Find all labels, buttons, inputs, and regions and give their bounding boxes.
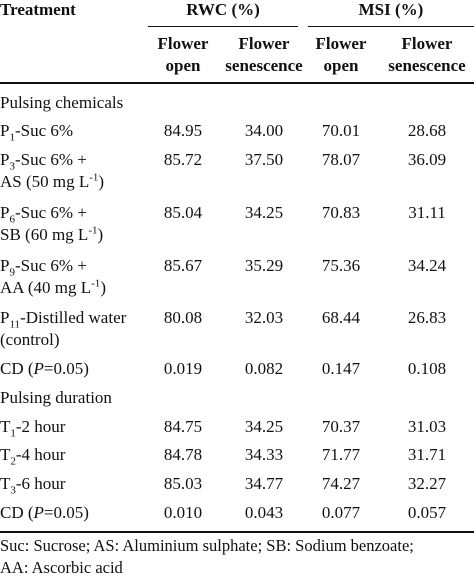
treatment-label: T2-4 hour [0, 445, 66, 468]
value-cell: 84.78 [163, 445, 203, 464]
treatment-label-line2: (control) [0, 330, 60, 349]
subheader-rwc-open-2: open [165, 56, 201, 75]
cd-value: 0.019 [163, 359, 203, 378]
treatment-label: P9-Suc 6% + [0, 256, 87, 279]
value-cell: 78.07 [321, 150, 361, 169]
value-cell: 34.77 [244, 474, 284, 493]
value-cell: 85.72 [163, 150, 203, 169]
value-cell: 34.00 [244, 121, 284, 140]
footnote-line1: Suc: Sucrose; AS: Aluminium sulphate; SB… [0, 536, 414, 555]
treatment-label: P6-Suc 6% + [0, 203, 87, 226]
header-rule [0, 82, 474, 84]
value-cell: 80.08 [163, 308, 203, 327]
treatment-label-line2: SB (60 mg L-1) [0, 224, 104, 244]
value-cell: 71.77 [321, 445, 361, 464]
value-cell: 84.75 [163, 417, 203, 436]
header-rwc: RWC (%) [186, 0, 260, 19]
cd-value: 0.108 [407, 359, 447, 378]
value-cell: 32.03 [244, 308, 284, 327]
value-cell: 35.29 [244, 256, 284, 275]
footnote-line2: AA: Ascorbic acid [0, 558, 123, 577]
value-cell: 70.37 [321, 417, 361, 436]
msi-underline [308, 26, 474, 27]
value-cell: 70.83 [321, 203, 361, 222]
value-cell: 34.24 [407, 256, 447, 275]
cd-value: 0.057 [407, 503, 447, 522]
value-cell: 85.03 [163, 474, 203, 493]
value-cell: 84.95 [163, 121, 203, 140]
section-title-duration: Pulsing duration [0, 388, 112, 407]
value-cell: 34.25 [244, 203, 284, 222]
cd-value: 0.043 [244, 503, 284, 522]
cd-value: 0.147 [321, 359, 361, 378]
cd-value: 0.077 [321, 503, 361, 522]
subheader-msi-sen-2: senescence [388, 56, 466, 75]
value-cell: 34.33 [244, 445, 284, 464]
value-cell: 31.11 [408, 203, 446, 222]
cd-value: 0.082 [244, 359, 284, 378]
treatment-label: T1-2 hour [0, 417, 66, 440]
rwc-underline [148, 26, 298, 27]
value-cell: 31.71 [407, 445, 447, 464]
section-title-chemicals: Pulsing chemicals [0, 93, 124, 112]
treatment-label: T3-6 hour [0, 474, 66, 497]
subheader-msi-open-1: Flower [315, 34, 367, 53]
treatment-label: P1-Suc 6% [0, 121, 74, 144]
value-cell: 75.36 [321, 256, 361, 275]
subheader-msi-open-2: open [323, 56, 359, 75]
cd-label: CD (P=0.05) [0, 359, 89, 378]
value-cell: 34.25 [244, 417, 284, 436]
cd-label: CD (P=0.05) [0, 503, 89, 522]
bottom-rule [0, 531, 474, 533]
cd-value: 0.010 [163, 503, 203, 522]
treatment-label: P3-Suc 6% + [0, 150, 87, 173]
treatment-label: P11-Distilled water [0, 308, 127, 331]
value-cell: 37.50 [244, 150, 284, 169]
value-cell: 36.09 [407, 150, 447, 169]
value-cell: 26.83 [407, 308, 447, 327]
subheader-rwc-sen-2: senescence [225, 56, 303, 75]
value-cell: 68.44 [321, 308, 361, 327]
value-cell: 70.01 [321, 121, 361, 140]
value-cell: 85.04 [163, 203, 203, 222]
value-cell: 31.03 [407, 417, 447, 436]
treatment-label-line2: AA (40 mg L-1) [0, 277, 106, 297]
subheader-msi-sen-1: Flower [401, 34, 453, 53]
value-cell: 32.27 [407, 474, 447, 493]
header-msi: MSI (%) [358, 0, 424, 19]
treatment-label-line2: AS (50 mg L-1) [0, 171, 105, 191]
header-treatment: Treatment [0, 0, 76, 19]
value-cell: 85.67 [163, 256, 203, 275]
value-cell: 28.68 [407, 121, 447, 140]
subheader-rwc-open-1: Flower [157, 34, 209, 53]
subheader-rwc-sen-1: Flower [238, 34, 290, 53]
value-cell: 74.27 [321, 474, 361, 493]
